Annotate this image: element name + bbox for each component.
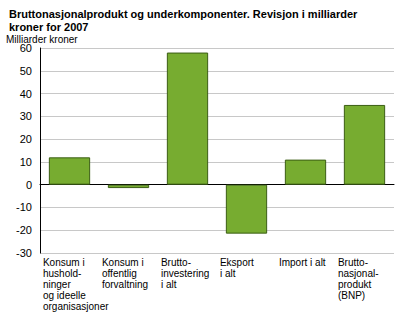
svg-text:60: 60 bbox=[20, 42, 32, 54]
svg-text:ninger: ninger bbox=[43, 279, 71, 290]
svg-text:organisasjoner: organisasjoner bbox=[43, 301, 109, 312]
svg-text:hushold-: hushold- bbox=[43, 268, 81, 279]
svg-text:Konsum i: Konsum i bbox=[102, 257, 144, 268]
svg-text:nasjonal-: nasjonal- bbox=[338, 268, 379, 279]
svg-text:og ideelle: og ideelle bbox=[43, 290, 86, 301]
svg-text:i alt: i alt bbox=[161, 279, 177, 290]
svg-text:kroner for 2007: kroner for 2007 bbox=[9, 21, 88, 33]
svg-text:50: 50 bbox=[20, 65, 32, 77]
svg-text:-20: -20 bbox=[16, 224, 32, 236]
svg-text:forvaltning: forvaltning bbox=[102, 279, 148, 290]
svg-text:Brutto-: Brutto- bbox=[338, 257, 368, 268]
svg-text:Bruttonasjonalprodukt og under: Bruttonasjonalprodukt og underkomponente… bbox=[9, 8, 358, 20]
svg-text:Milliarder kroner: Milliarder kroner bbox=[6, 34, 78, 45]
svg-text:30: 30 bbox=[20, 110, 32, 122]
svg-text:0: 0 bbox=[26, 179, 32, 191]
svg-text:-30: -30 bbox=[16, 247, 32, 259]
svg-text:-10: -10 bbox=[16, 201, 32, 213]
svg-text:Import i alt: Import i alt bbox=[279, 257, 326, 268]
svg-text:investering: investering bbox=[161, 268, 209, 279]
svg-text:20: 20 bbox=[20, 133, 32, 145]
svg-text:i alt: i alt bbox=[220, 268, 236, 279]
svg-text:Konsum i: Konsum i bbox=[43, 257, 85, 268]
svg-text:10: 10 bbox=[20, 156, 32, 168]
svg-text:40: 40 bbox=[20, 88, 32, 100]
svg-text:offentlig: offentlig bbox=[102, 268, 137, 279]
svg-text:(BNP): (BNP) bbox=[338, 290, 365, 301]
svg-text:Brutto-: Brutto- bbox=[161, 257, 191, 268]
svg-text:produkt: produkt bbox=[338, 279, 372, 290]
svg-text:Eksport: Eksport bbox=[220, 257, 254, 268]
